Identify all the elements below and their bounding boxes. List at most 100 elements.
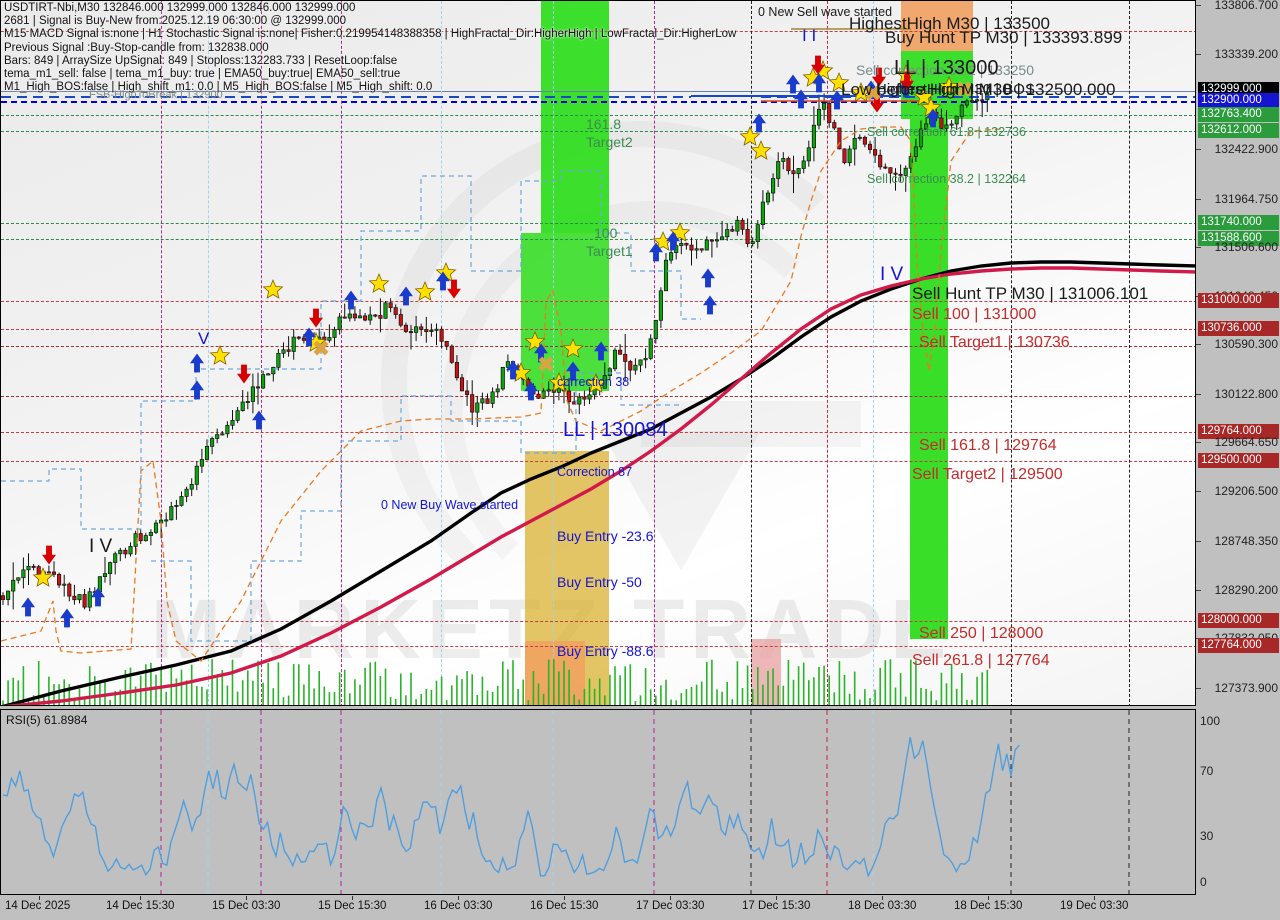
- price-chart-pane[interactable]: MARKETZ TRADE: [0, 0, 1196, 706]
- rsi-tick-label: 0: [1200, 875, 1207, 889]
- chart-annotation: Correction 87: [557, 465, 633, 479]
- price-tick-label: 131964.750: [1214, 192, 1278, 206]
- time-tick-label: 14 Dec 2025: [5, 900, 71, 912]
- chart-annotation: 0 New Buy Wave started: [381, 498, 519, 512]
- chart-annotation: I V: [880, 264, 904, 285]
- time-tick-label: 19 Dec 03:30: [1060, 900, 1129, 912]
- chart-annotation: I V: [89, 536, 113, 557]
- price-tick-label: 133806.700: [1214, 0, 1278, 12]
- price-tag-green[interactable]: 132763.400: [1198, 107, 1279, 122]
- chart-annotation: Sell 100 | 131000: [912, 306, 1037, 323]
- price-tick-label: 133339.200: [1214, 47, 1278, 61]
- price-tag-green[interactable]: 131740.000: [1198, 215, 1279, 230]
- chart-annotation: HighestHigh M30 | BOS: [876, 81, 1035, 98]
- header-line-6: M1_High_BOS:false | High_shift_m1: 0.0 |…: [4, 81, 433, 94]
- rsi-tick-label: 100: [1200, 714, 1221, 728]
- price-tag-red[interactable]: 127764.000: [1198, 638, 1279, 653]
- time-tick-label: 15 Dec 15:30: [318, 900, 387, 912]
- chart-annotation: Target1: [586, 243, 633, 259]
- price-tick-label: 127373.900: [1214, 681, 1278, 695]
- price-tick-mark: [1196, 247, 1201, 248]
- time-tick-label: 14 Dec 15:30: [106, 900, 175, 912]
- time-tick-mark: [352, 896, 353, 900]
- header-line-0: USDTIRT-Nbi,M30 132846.000 132999.000 13…: [4, 2, 356, 14]
- chart-annotation: Buy Entry -88.6: [557, 643, 654, 659]
- price-tick-label: 132422.900: [1214, 142, 1278, 156]
- price-tick-mark: [1196, 442, 1201, 443]
- chart-annotation: Sell 161.8 | 129764: [919, 437, 1057, 454]
- chart-annotation: Sell Target2 | 129500: [912, 466, 1063, 483]
- time-tick-mark: [776, 896, 777, 900]
- chart-annotation: I I: [802, 26, 817, 45]
- chart-annotation: Buy Entry -23.6: [557, 528, 654, 544]
- price-tag-red[interactable]: 129500.000: [1198, 453, 1279, 468]
- chart-annotation: correction 38: [557, 375, 630, 389]
- price-tag-green[interactable]: 131588.600: [1198, 231, 1279, 246]
- price-tag-red[interactable]: 131000.000: [1198, 293, 1279, 308]
- chart-annotation: Sell Target1 | 130736: [919, 334, 1070, 351]
- price-tick-mark: [1196, 590, 1201, 591]
- price-tick-mark: [1196, 344, 1201, 345]
- price-tick-mark: [1196, 149, 1201, 150]
- time-tick-mark: [670, 896, 671, 900]
- rsi-indicator-pane[interactable]: RSI(5) 61.8984: [0, 709, 1196, 895]
- time-tick-label: 15 Dec 03:30: [212, 900, 281, 912]
- time-tick-mark: [458, 896, 459, 900]
- zone-orange-top: [901, 1, 973, 51]
- time-tick-mark: [882, 896, 883, 900]
- zone-green-1b: [521, 233, 609, 391]
- chart-annotation: Buy Entry -50: [557, 574, 642, 590]
- header-line-3: Previous Signal :Buy-Stop-candle from: 1…: [4, 41, 269, 54]
- price-tick-mark: [1196, 491, 1201, 492]
- time-tick-label: 18 Dec 15:30: [954, 900, 1023, 912]
- price-tick-label: 128748.350: [1214, 534, 1278, 548]
- chart-annotation: Sell 250 | 128000: [919, 625, 1044, 642]
- time-tick-mark: [39, 896, 40, 900]
- time-tick-label: 18 Dec 03:30: [848, 900, 917, 912]
- time-tick-mark: [1094, 896, 1095, 900]
- chart-annotation: 100: [594, 225, 618, 241]
- time-axis[interactable]: 14 Dec 2025 14 Dec 15:30 15 Dec 03:30 15 De…: [0, 896, 1280, 920]
- price-axis-scale[interactable]: 133806.700 133339.200 132999.000 132900.000…: [1196, 0, 1280, 706]
- chart-annotation: Target2: [586, 134, 633, 150]
- price-tag-green[interactable]: 132612.000: [1198, 123, 1279, 138]
- price-tick-label: 131506.600: [1214, 240, 1278, 254]
- chart-annotation: LL | 133000: [894, 57, 999, 79]
- rsi-tick-label: 70: [1200, 764, 1214, 778]
- chart-annotation: Sell correction 61.8 | 132736: [867, 125, 1026, 139]
- price-tick-mark: [1196, 394, 1201, 395]
- price-tag-red[interactable]: 128000.000: [1198, 613, 1279, 628]
- price-tick-mark: [1196, 688, 1201, 689]
- price-tag-blue[interactable]: 132900.000: [1198, 93, 1279, 108]
- time-tick-mark: [140, 896, 141, 900]
- rsi-label: RSI(5) 61.8984: [6, 713, 88, 727]
- rsi-series: [2, 710, 1130, 894]
- price-tick-label: 129664.650: [1214, 435, 1278, 449]
- header-line-5: tema_m1_sell: false | tema_m1_buy: true …: [4, 68, 401, 81]
- price-tag-red[interactable]: 130736.000: [1198, 321, 1279, 336]
- time-tick-label: 16 Dec 03:30: [424, 900, 493, 912]
- price-tick-mark: [1196, 541, 1201, 542]
- price-tick-mark: [1196, 54, 1201, 55]
- header-line-2: M15 MACD Signal is:none | H1 Stochastic …: [4, 28, 737, 41]
- price-tick-label: 130122.800: [1214, 387, 1278, 401]
- chart-header-info: USDTIRT-Nbi,M30 132846.000 132999.000 13…: [4, 2, 736, 94]
- price-tick-label: 130590.300: [1214, 337, 1278, 351]
- chart-annotation: Low before High | M30 | 132500.000: [841, 80, 1116, 99]
- chart-annotation: 0 New Sell wave started: [758, 5, 893, 19]
- price-tick-label: 128290.200: [1214, 583, 1278, 597]
- time-tick-label: 17 Dec 03:30: [636, 900, 705, 912]
- chart-annotation: V: [198, 329, 210, 348]
- zone-pink-small: [751, 639, 781, 705]
- price-tag-red[interactable]: 129764.000: [1198, 424, 1279, 439]
- chart-annotation: Buy Hunt TP M30 | 133393.899: [885, 28, 1123, 47]
- time-tick-label: 16 Dec 15:30: [530, 900, 599, 912]
- chart-annotation: HighestHigh M30 | 133500: [849, 14, 1050, 33]
- chart-annotation: Sell 261.8 | 127764: [912, 652, 1050, 669]
- price-tick-mark: [1196, 5, 1201, 6]
- zone-orange-lower: [525, 641, 585, 705]
- zone-green-3: [910, 119, 948, 639]
- time-tick-mark: [246, 896, 247, 900]
- candlestick-series: [1, 28, 1195, 705]
